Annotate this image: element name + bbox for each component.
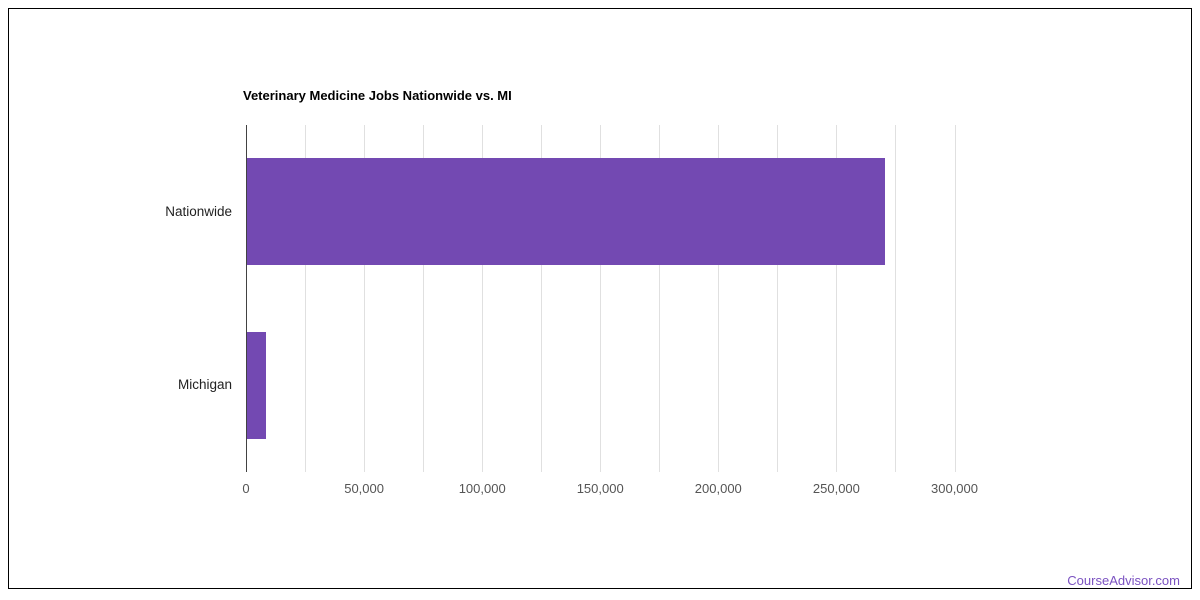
- y-axis-baseline: [246, 125, 247, 472]
- plot-area: [246, 125, 984, 472]
- chart-frame-border: [8, 8, 1192, 589]
- x-tick-label: 50,000: [344, 481, 384, 496]
- x-tick-label: 100,000: [458, 481, 506, 496]
- category-label-michigan: Michigan: [177, 377, 232, 393]
- x-tick-label: 300,000: [931, 481, 978, 496]
- gridline: [895, 125, 897, 472]
- gridline: [777, 125, 779, 472]
- gridline: [482, 125, 484, 472]
- x-tick-label: 0: [242, 481, 250, 496]
- gridline: [659, 125, 661, 472]
- chart-title: Veterinary Medicine Jobs Nationwide vs. …: [243, 88, 512, 103]
- gridline: [541, 125, 543, 472]
- bar-nationwide: [247, 158, 885, 266]
- gridline: [364, 125, 366, 472]
- gridline: [600, 125, 602, 472]
- gridline: [718, 125, 720, 472]
- courseadvisor-link[interactable]: CourseAdvisor.com: [1067, 573, 1180, 588]
- x-tick-label: 250,000: [812, 481, 860, 496]
- gridline: [954, 125, 956, 472]
- bar-michigan: [247, 331, 266, 439]
- category-label-nationwide: Nationwide: [165, 203, 232, 219]
- gridline: [305, 125, 306, 472]
- x-tick-label: 200,000: [694, 481, 742, 496]
- gridline: [423, 125, 425, 472]
- gridline: [836, 125, 838, 472]
- x-tick-label: 150,000: [576, 481, 624, 496]
